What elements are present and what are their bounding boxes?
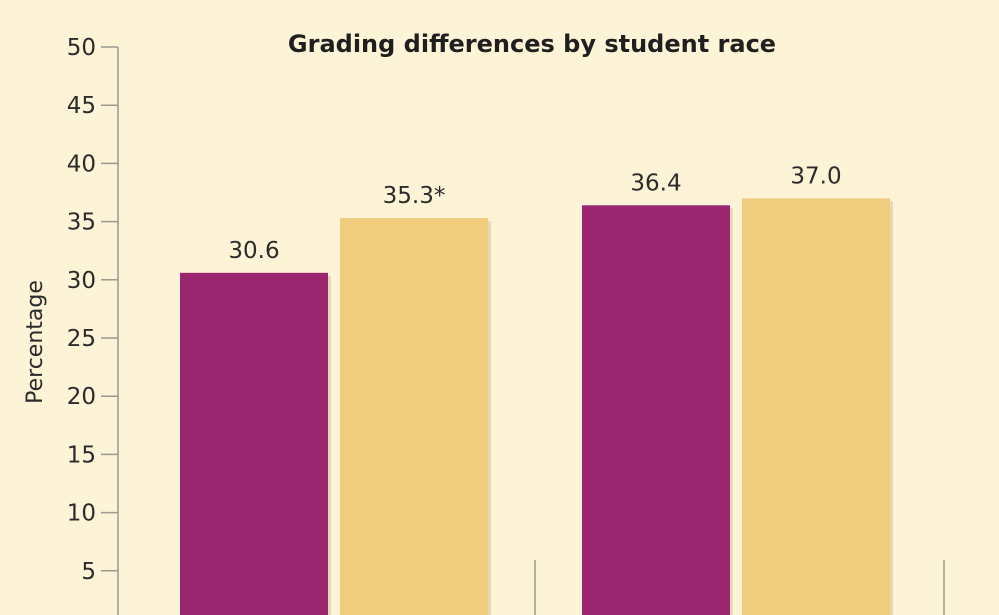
y-tick-label: 35 xyxy=(67,210,96,236)
y-tick-label: 10 xyxy=(67,501,96,527)
bar xyxy=(582,205,730,615)
y-tick-label: 40 xyxy=(67,151,96,177)
bar xyxy=(180,272,328,615)
bars-layer xyxy=(180,198,893,615)
bar xyxy=(742,198,890,615)
y-tick-label: 5 xyxy=(81,559,96,585)
y-axis-label: Percentage xyxy=(23,280,48,404)
bar xyxy=(340,218,488,615)
bar-value-label: 30.6 xyxy=(228,238,279,264)
y-tick-label: 50 xyxy=(67,35,96,61)
y-tick-label: 45 xyxy=(67,93,96,119)
group-separators xyxy=(534,560,945,615)
bar-value-label: 35.3* xyxy=(383,183,446,209)
y-tick-label: 15 xyxy=(67,442,96,468)
value-labels-layer: 30.6 35.3* 36.4 37.0 xyxy=(228,163,841,263)
y-axis: 5 10 15 20 25 30 35 40 45 50 xyxy=(67,35,119,615)
bar-value-label: 37.0 xyxy=(790,163,841,189)
chart-title: Grading differences by student race xyxy=(288,30,776,58)
y-tick-label: 20 xyxy=(67,384,96,410)
bar-value-label: 36.4 xyxy=(630,170,681,196)
y-tick-label: 25 xyxy=(67,326,96,352)
y-tick-label: 30 xyxy=(67,268,96,294)
